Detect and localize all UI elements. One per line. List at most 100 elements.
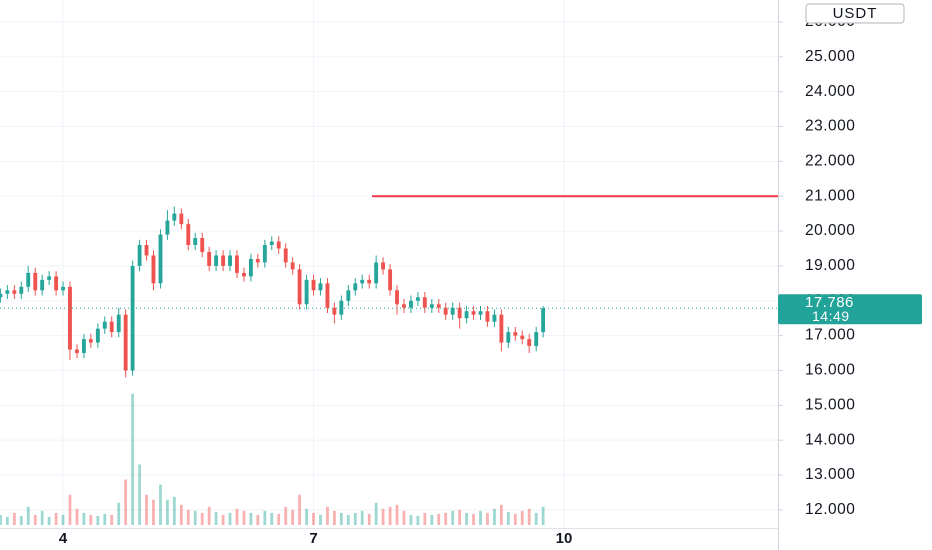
volume-bar bbox=[166, 499, 169, 525]
candle-body bbox=[193, 238, 198, 246]
volume-bar bbox=[284, 506, 288, 525]
volume-bar bbox=[388, 506, 392, 525]
y-tick-label: 12.000 bbox=[805, 501, 855, 518]
candle-body bbox=[506, 332, 511, 343]
candle-body bbox=[290, 262, 295, 270]
candle-body bbox=[61, 286, 65, 291]
last-price-box bbox=[778, 294, 922, 325]
volume-bar bbox=[353, 512, 357, 525]
volume-bar bbox=[117, 502, 121, 525]
volume-bar bbox=[75, 508, 79, 525]
candle-body bbox=[450, 307, 455, 315]
candle-body bbox=[415, 297, 420, 301]
volume-bar bbox=[26, 506, 30, 525]
volume-bar bbox=[40, 510, 44, 525]
volume-bar bbox=[444, 512, 448, 525]
candle-body bbox=[457, 307, 462, 319]
volume-bar bbox=[61, 514, 65, 525]
volume-bar bbox=[333, 510, 336, 525]
candle-body bbox=[248, 258, 253, 277]
volume-bar bbox=[54, 512, 58, 525]
candle-body bbox=[19, 286, 24, 294]
candle-body bbox=[165, 220, 170, 235]
volume-bar bbox=[534, 512, 538, 525]
candle-body bbox=[75, 349, 79, 354]
volume-bar bbox=[172, 496, 176, 525]
candle-body bbox=[33, 272, 38, 291]
candle-body bbox=[26, 272, 31, 287]
volume-bar bbox=[186, 509, 190, 525]
volume-bar bbox=[159, 484, 162, 525]
candle-body bbox=[109, 321, 114, 333]
candle-body bbox=[12, 290, 17, 294]
volume-bar bbox=[138, 464, 141, 525]
candle-body bbox=[200, 238, 205, 252]
candle-body bbox=[318, 283, 323, 291]
candle-body bbox=[172, 213, 177, 221]
candle-body bbox=[485, 311, 490, 322]
volume-bar bbox=[96, 515, 100, 525]
volume-bar bbox=[200, 512, 204, 525]
volume-bar bbox=[270, 512, 274, 525]
volume-bar bbox=[89, 514, 93, 525]
volume-bar bbox=[193, 510, 197, 525]
volume-bar bbox=[395, 504, 399, 525]
volume-bar bbox=[298, 494, 301, 525]
y-tick-label: 14.000 bbox=[805, 431, 855, 448]
candle-body bbox=[422, 297, 427, 308]
volume-bar bbox=[493, 508, 496, 525]
volume-bar bbox=[513, 513, 517, 525]
volume-bar bbox=[319, 514, 322, 525]
y-tick-label: 19.000 bbox=[805, 257, 855, 274]
volume-bar bbox=[82, 512, 86, 525]
candle-body bbox=[68, 286, 72, 350]
volume-bar bbox=[451, 510, 455, 525]
x-tick-label: 4 bbox=[59, 530, 68, 547]
volume-bar bbox=[479, 510, 482, 525]
y-tick-label: 25.000 bbox=[805, 48, 855, 65]
candle-body bbox=[235, 255, 239, 273]
candle-body bbox=[374, 262, 379, 284]
candle-body bbox=[311, 279, 316, 291]
candle-body bbox=[520, 335, 525, 340]
volume-bar bbox=[145, 494, 148, 525]
volume-bar bbox=[305, 508, 308, 525]
y-tick-label: 16.000 bbox=[805, 362, 855, 379]
candle-body bbox=[144, 245, 149, 256]
volume-bar bbox=[402, 510, 406, 525]
candle-body bbox=[228, 255, 232, 266]
volume-bar bbox=[179, 504, 183, 525]
candle-body bbox=[276, 241, 281, 249]
volume-bar bbox=[228, 512, 232, 525]
candle-body bbox=[541, 308, 546, 333]
volume-bar bbox=[131, 393, 134, 525]
volume-bar bbox=[33, 514, 37, 525]
volume-bar bbox=[339, 512, 343, 525]
candle-body bbox=[255, 258, 260, 263]
candle-body bbox=[332, 307, 337, 315]
candle-body bbox=[0, 293, 3, 298]
candle-body bbox=[360, 279, 365, 284]
volume-bar bbox=[409, 514, 413, 525]
candle-body bbox=[242, 272, 246, 277]
candle-body bbox=[88, 339, 93, 343]
candle-body bbox=[409, 300, 413, 308]
y-tick-label: 21.000 bbox=[805, 187, 855, 204]
volume-bar bbox=[416, 515, 420, 525]
volume-bar bbox=[263, 510, 267, 525]
currency-box bbox=[805, 3, 905, 24]
y-tick-label: 20.000 bbox=[805, 222, 855, 239]
candle-body bbox=[534, 332, 539, 347]
candle-body bbox=[304, 279, 309, 305]
volume-bar bbox=[207, 506, 211, 525]
y-tick-label: 17.000 bbox=[805, 327, 855, 344]
volume-bar bbox=[541, 506, 545, 525]
volume-bar bbox=[0, 514, 2, 525]
volume-bar bbox=[486, 512, 489, 525]
candle-body bbox=[221, 255, 226, 266]
y-tick-label: 23.000 bbox=[805, 118, 855, 135]
candle-body bbox=[262, 245, 267, 263]
countdown-label: 14:49 bbox=[812, 308, 850, 324]
candle-body bbox=[137, 245, 142, 266]
